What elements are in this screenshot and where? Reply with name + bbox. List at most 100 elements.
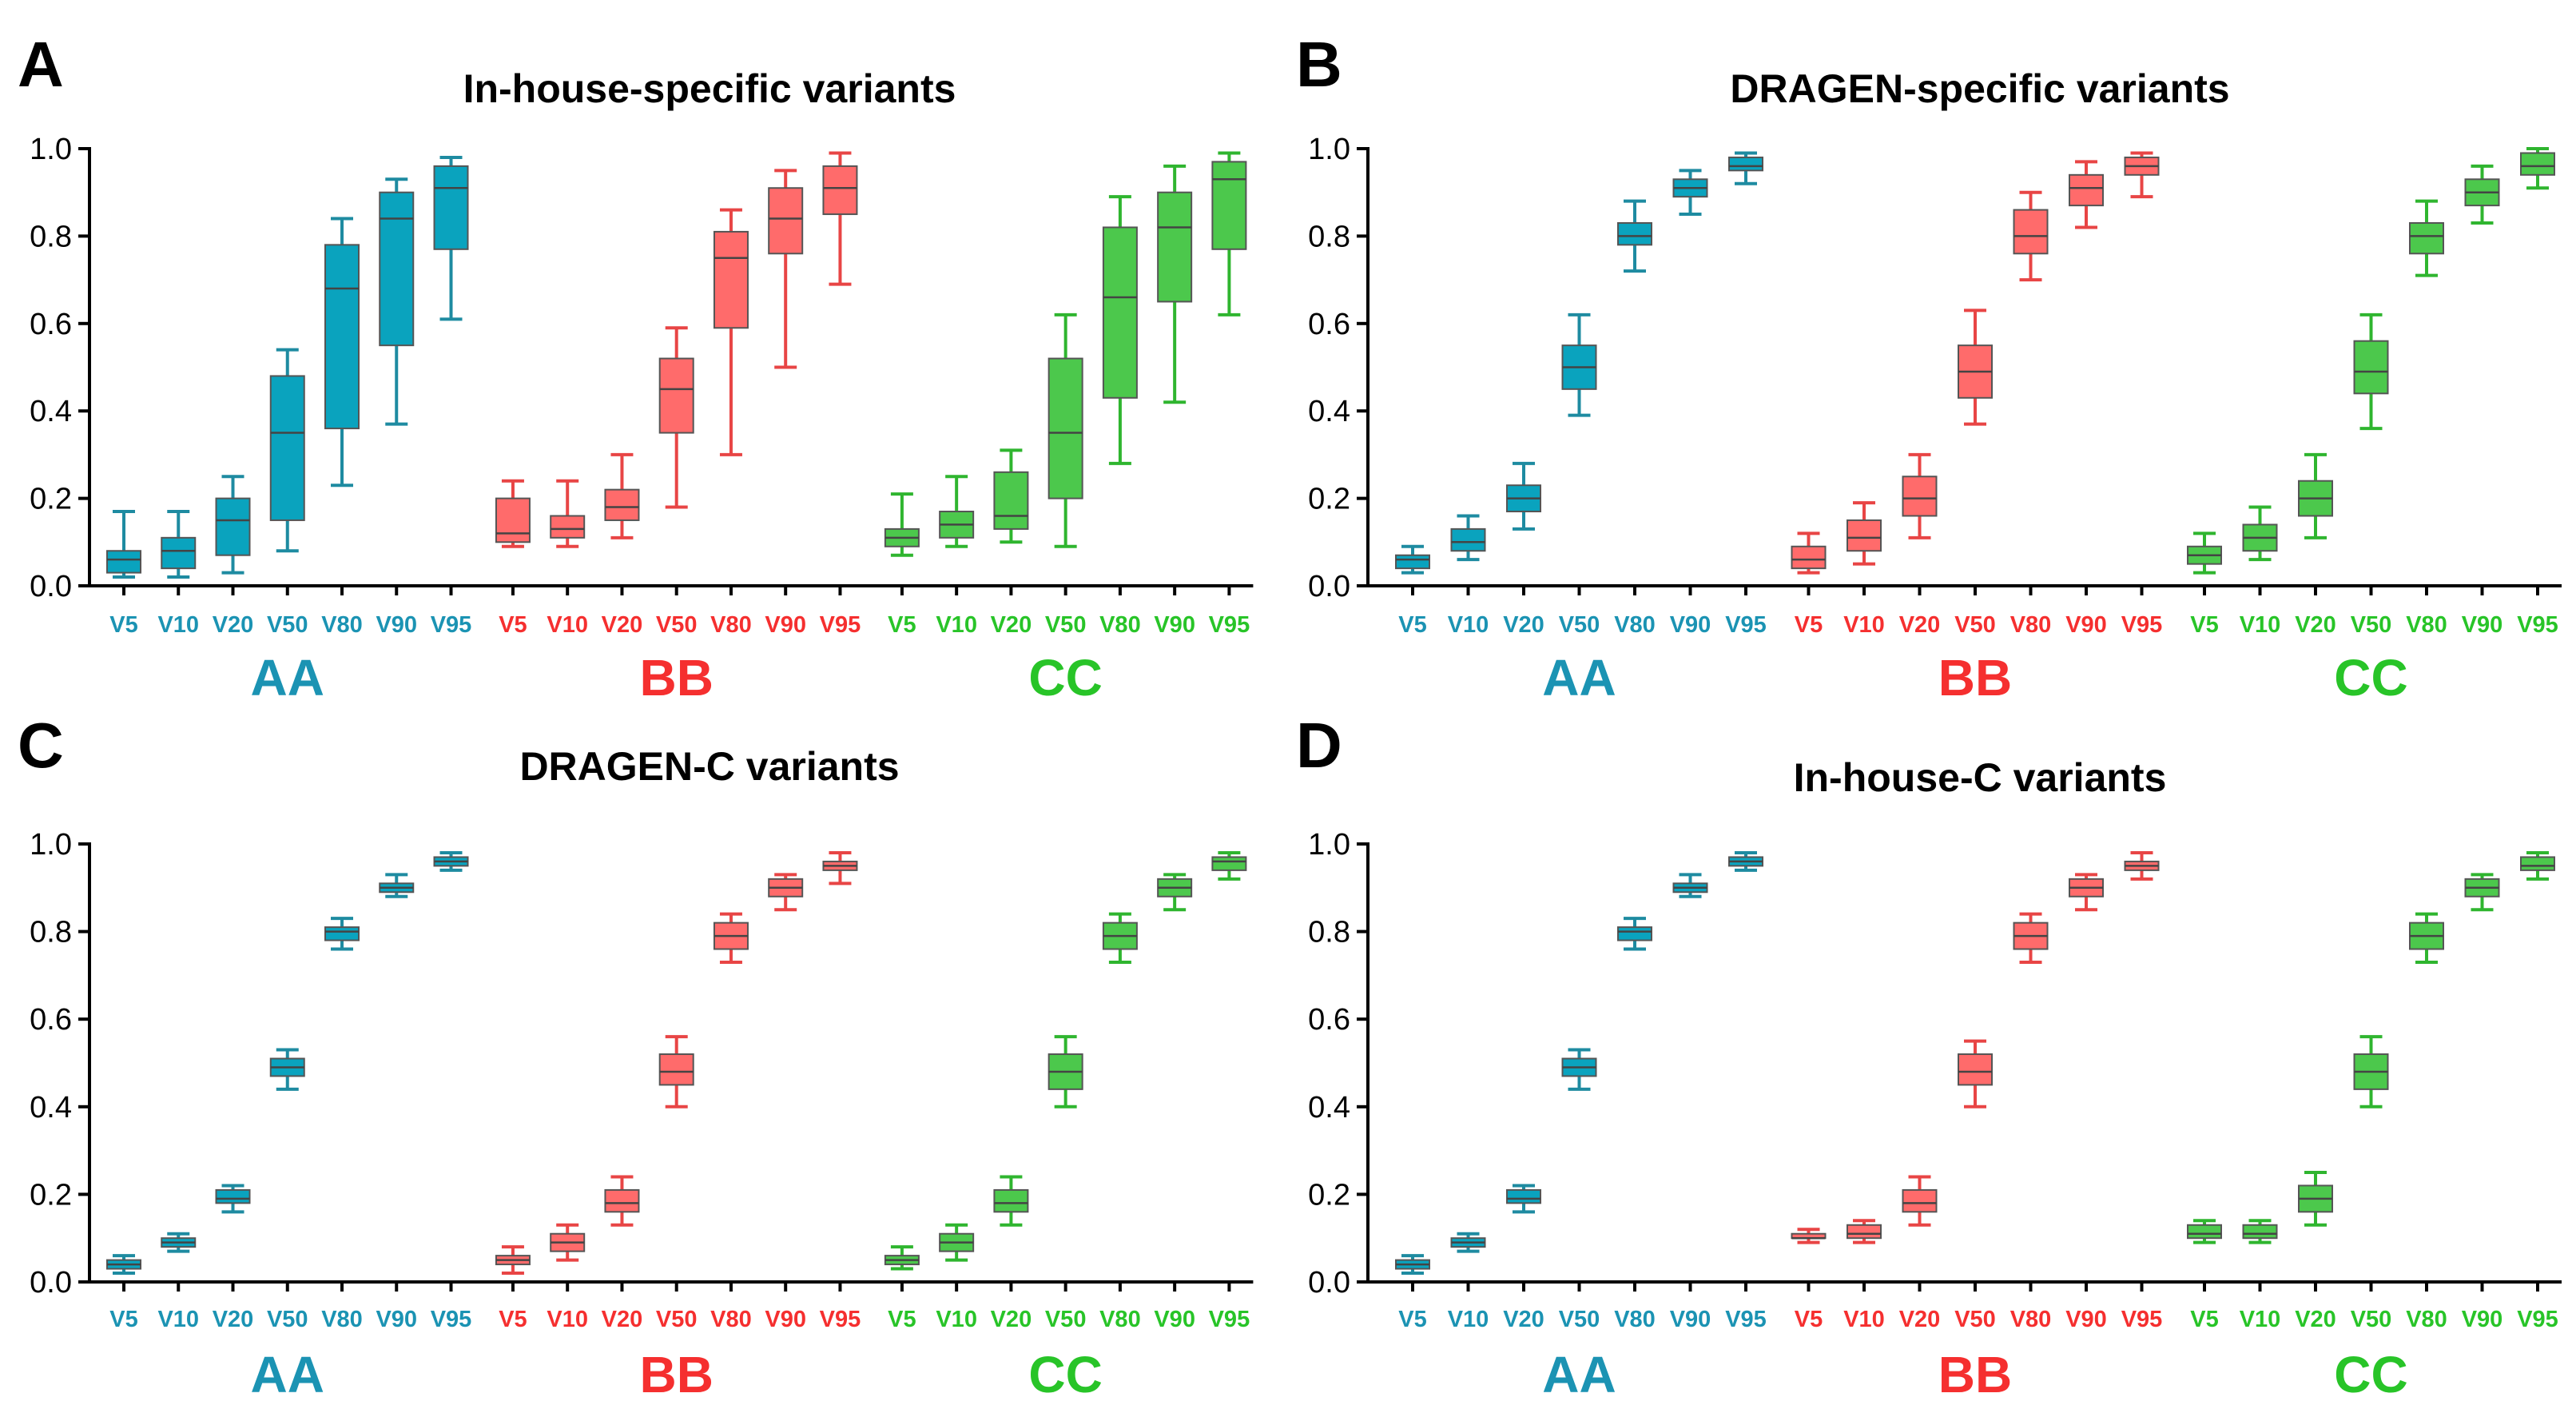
box-bb-v95 (2124, 850, 2160, 881)
y-tick-label: 0.8 (30, 220, 72, 253)
x-tick-label-cc-v5: V5 (888, 612, 916, 638)
panel-b: B DRAGEN-specific variants 0.0 0.2 0.4 0.6 0… (1296, 29, 2562, 707)
y-tick-label: 0.8 (1308, 220, 1350, 253)
box-bb-v95 (822, 850, 858, 886)
x-tick-label-aa-v95: V95 (1725, 1307, 1767, 1332)
x-tick-label-cc-v10: V10 (936, 1307, 977, 1332)
panel-letter-c: C (18, 710, 64, 781)
box-bb-v20 (1902, 452, 1938, 539)
box-aa-v90 (1672, 169, 1708, 217)
x-tick-label-aa-v80: V80 (321, 1307, 363, 1332)
box-rect-cc-v50 (2353, 340, 2389, 395)
x-tick-label-cc-v20: V20 (991, 1307, 1032, 1332)
box-rect-bb-v50 (658, 357, 694, 434)
box-aa-v5 (106, 510, 141, 579)
x-tick-label-bb-v95: V95 (2121, 612, 2163, 638)
box-rect-bb-v20 (604, 488, 640, 521)
y-tick-label: 0.8 (1308, 916, 1350, 949)
box-aa-v10 (1450, 514, 1486, 562)
box-aa-v95 (433, 155, 469, 321)
panel-a: A In-house-specific variants 0.0 0.2 0.4 0.… (18, 29, 1254, 707)
x-tick-label-aa-v20: V20 (1503, 1307, 1544, 1332)
x-tick-label-cc-v5: V5 (888, 1307, 916, 1332)
y-tick-label: 0.6 (1308, 1003, 1350, 1037)
x-tick-label-cc-v10: V10 (2240, 1307, 2281, 1332)
x-tick-label-bb-v20: V20 (1899, 1307, 1941, 1332)
y-tick-label: 0.0 (30, 1266, 72, 1300)
box-rect-bb-v10 (550, 515, 586, 539)
box-rect-bb-v90 (2069, 173, 2104, 207)
box-rect-cc-v20 (993, 1188, 1029, 1213)
box-bb-v20 (604, 1175, 640, 1227)
x-tick-label-cc-v90: V90 (1154, 1307, 1195, 1332)
group-label-aa: AA (251, 1346, 324, 1403)
box-rect-cc-v50 (1047, 357, 1083, 500)
x-tick-label-bb-v80: V80 (2010, 1307, 2052, 1332)
box-rect-bb-v10 (1847, 519, 1882, 552)
box-cc-v80 (1102, 195, 1138, 465)
box-aa-v5 (106, 1254, 141, 1276)
box-rect-cc-v80 (2409, 221, 2444, 255)
x-tick-label-aa-v95: V95 (431, 1307, 472, 1332)
box-cc-v50 (2353, 1035, 2389, 1109)
y-tick-label: 1.0 (30, 133, 72, 166)
box-bb-v50 (658, 1035, 694, 1109)
box-bb-v5 (495, 479, 531, 548)
box-rect-aa-v5 (1395, 554, 1430, 570)
box-aa-v95 (1728, 151, 1763, 185)
box-cc-v50 (1047, 312, 1083, 548)
box-bb-v80 (2013, 190, 2049, 282)
box-bb-v5 (1791, 531, 1827, 575)
x-tick-label-bb-v95: V95 (820, 1307, 861, 1332)
box-rect-aa-v80 (324, 926, 360, 941)
box-rect-aa-v95 (1728, 156, 1763, 172)
panel-d: D In-house-C variants 0.0 0.2 0.4 0.6 0.8 1.0… (1296, 710, 2562, 1403)
x-tick-label-bb-v95: V95 (820, 612, 861, 638)
box-bb-v20 (604, 452, 640, 539)
group-label-cc: CC (2334, 649, 2407, 707)
box-cc-v95 (1211, 151, 1247, 316)
box-cc-v95 (1211, 850, 1247, 881)
box-bb-v50 (658, 326, 694, 509)
x-tick-label-aa-v10: V10 (157, 1307, 199, 1332)
x-tick-label-cc-v50: V50 (1045, 1307, 1087, 1332)
box-bb-v50 (1958, 1039, 1993, 1109)
box-rect-bb-v10 (1847, 1224, 1882, 1240)
x-tick-label-cc-v50: V50 (2351, 612, 2392, 638)
box-cc-v10 (2242, 1219, 2278, 1244)
box-rect-bb-v20 (604, 1188, 640, 1213)
box-bb-v10 (1847, 1219, 1882, 1244)
x-tick-label-cc-v20: V20 (2295, 1307, 2336, 1332)
x-tick-label-cc-v90: V90 (2462, 612, 2503, 638)
y-tick-label: 0.4 (30, 1091, 72, 1124)
x-tick-label-aa-v90: V90 (376, 612, 417, 638)
x-tick-label-bb-v20: V20 (602, 612, 643, 638)
box-cc-v90 (2464, 164, 2500, 225)
x-tick-label-cc-v10: V10 (936, 612, 977, 638)
x-tick-label-bb-v90: V90 (765, 1307, 806, 1332)
x-tick-label-cc-v50: V50 (1045, 612, 1087, 638)
x-tick-label-bb-v10: V10 (1843, 1307, 1885, 1332)
x-tick-label-aa-v80: V80 (1614, 612, 1656, 638)
y-tick-label: 0.2 (30, 1178, 72, 1212)
box-rect-aa-v20 (215, 497, 251, 556)
box-rect-cc-v10 (2242, 1224, 2278, 1240)
x-tick-label-bb-v90: V90 (2065, 612, 2107, 638)
y-tick-label: 1.0 (1308, 133, 1350, 166)
x-tick-label-bb-v10: V10 (1843, 612, 1885, 638)
y-tick-label: 1.0 (1308, 828, 1350, 862)
box-rect-bb-v95 (822, 165, 858, 216)
x-tick-label-bb-v5: V5 (1795, 1307, 1823, 1332)
x-tick-label-aa-v95: V95 (431, 612, 472, 638)
x-tick-label-aa-v90: V90 (1670, 612, 1711, 638)
box-aa-v80 (324, 917, 360, 951)
y-tick-label: 0.6 (1308, 308, 1350, 341)
box-rect-aa-v10 (161, 536, 197, 570)
box-bb-v80 (713, 208, 749, 456)
box-rect-bb-v50 (658, 1053, 694, 1086)
box-rect-aa-v20 (1506, 1188, 1541, 1204)
box-rect-aa-v80 (324, 244, 360, 430)
box-cc-v20 (2298, 1171, 2333, 1227)
y-tick-label: 0.0 (1308, 570, 1350, 603)
box-bb-v80 (713, 912, 749, 964)
